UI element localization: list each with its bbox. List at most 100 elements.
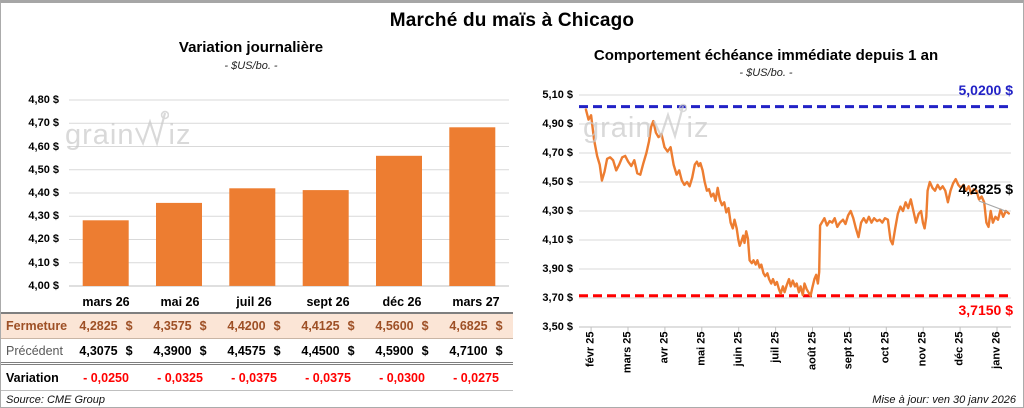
support-value-label: 3,7150 $ xyxy=(958,302,1014,318)
bar-y-tick-label: 4,60 $ xyxy=(28,141,59,153)
cell-currency: $ xyxy=(199,319,207,333)
table-cell-variation: - 0,0375 xyxy=(291,365,365,391)
bar xyxy=(449,127,496,286)
line-chart-title: Comportement échéance immédiate depuis 1… xyxy=(593,47,939,64)
bar xyxy=(376,155,422,286)
leader-line xyxy=(978,200,1008,213)
table-cell-close: 4,4200 $ xyxy=(217,314,291,339)
line-y-tick-label: 4,70 $ xyxy=(542,147,573,159)
table-cell-close: 4,3575 $ xyxy=(143,314,217,339)
line-x-tick-label: nov 25 xyxy=(916,331,929,367)
table-cell-close: 4,2825 $ xyxy=(69,314,143,339)
table-cell-previous: 4,3075 $ xyxy=(69,339,143,365)
line-y-tick-label: 4,50 $ xyxy=(542,176,573,188)
line-x-tick-label: juin 25 xyxy=(732,331,745,367)
cell-value: 4,3575 xyxy=(153,319,192,333)
table-cell-previous: 4,3900 $ xyxy=(143,339,217,365)
table-cell-previous: 4,4500 $ xyxy=(291,339,365,365)
line-y-tick-label: 3,90 $ xyxy=(542,263,573,275)
cell-value: - 0,0325 xyxy=(157,370,203,385)
line-x-tick-label: janv 26 xyxy=(990,331,1003,369)
cell-value: - 0,0375 xyxy=(231,370,277,385)
line-x-tick-label: déc 25 xyxy=(953,331,966,366)
line-x-tick-label: juil 25 xyxy=(769,331,782,363)
bar-y-tick-label: 4,70 $ xyxy=(28,117,59,129)
table-cell-previous: 4,5900 $ xyxy=(365,339,439,365)
table-cell-previous: 4,7100 $ xyxy=(439,339,513,365)
cell-currency: $ xyxy=(347,343,355,358)
bar xyxy=(302,190,349,286)
bar-y-tick-label: 4,10 $ xyxy=(28,257,59,269)
table-cell-close: 4,4125 $ xyxy=(291,314,365,339)
line-y-tick-label: 4,30 $ xyxy=(542,205,573,217)
cell-value: - 0,0250 xyxy=(83,370,129,385)
page-title: Marché du maïs à Chicago xyxy=(389,10,635,31)
table-cell-close: 4,5600 $ xyxy=(365,314,439,339)
line-x-tick-label: mars 25 xyxy=(621,331,634,374)
bar-y-tick-label: 4,50 $ xyxy=(28,164,59,176)
table-cell-previous: 4,4575 $ xyxy=(217,339,291,365)
table-month-header: mai 26 xyxy=(143,291,217,314)
cell-currency: $ xyxy=(495,343,503,358)
bar-y-tick-label: 4,30 $ xyxy=(28,210,59,222)
cell-value: 4,7100 xyxy=(449,343,488,358)
last-price-label: 4,2825 $ xyxy=(958,181,1014,197)
cell-value: 4,3075 xyxy=(79,343,118,358)
cell-value: 4,4500 xyxy=(301,343,340,358)
line-x-tick-label: août 25 xyxy=(806,331,819,371)
table-cell-variation: - 0,0275 xyxy=(439,365,513,391)
line-x-tick-label: févr 25 xyxy=(584,331,597,367)
cell-currency: $ xyxy=(347,319,355,333)
cell-currency: $ xyxy=(421,319,429,333)
cell-currency: $ xyxy=(421,343,429,358)
cell-currency: $ xyxy=(125,343,133,358)
cell-currency: $ xyxy=(273,319,281,333)
table-cell-variation: - 0,0250 xyxy=(69,365,143,391)
bar-chart-subtitle: - $US/bo. - xyxy=(224,60,278,72)
table-month-header: juil 26 xyxy=(217,291,291,314)
cell-value: 4,4575 xyxy=(227,343,266,358)
bar xyxy=(82,220,129,286)
cell-value: - 0,0300 xyxy=(379,370,425,385)
cell-value: 4,5600 xyxy=(375,319,414,333)
cell-currency: $ xyxy=(495,319,503,333)
line-y-tick-label: 4,10 $ xyxy=(542,234,573,246)
cell-value: 4,5900 xyxy=(375,343,414,358)
cell-currency: $ xyxy=(125,319,133,333)
table-cell-variation: - 0,0325 xyxy=(143,365,217,391)
cell-value: - 0,0375 xyxy=(305,370,351,385)
table-corner-cell xyxy=(1,291,69,314)
table-row-label-variation: Variation xyxy=(1,365,69,391)
price-line xyxy=(584,108,1010,298)
cell-value: 4,3900 xyxy=(153,343,192,358)
table-month-header: mars 27 xyxy=(439,291,513,314)
table-cell-variation: - 0,0375 xyxy=(217,365,291,391)
table-month-header: mars 26 xyxy=(69,291,143,314)
bar xyxy=(229,188,276,286)
cell-currency: $ xyxy=(273,343,281,358)
cell-value: 4,2825 xyxy=(79,319,118,333)
table-month-header: sept 26 xyxy=(291,291,365,314)
cell-currency: $ xyxy=(199,343,207,358)
bar-y-tick-label: 4,80 $ xyxy=(28,94,59,106)
table-cell-close: 4,6825 $ xyxy=(439,314,513,339)
updated-note: Mise à jour: ven 30 janv 2026 xyxy=(872,394,1016,406)
line-y-tick-label: 5,10 $ xyxy=(542,89,573,101)
price-table: mars 26 mai 26 juil 26 sept 26 déc 26 mars 27… xyxy=(1,291,513,391)
table-row-label-close: Fermeture xyxy=(1,314,69,339)
bar-chart-plot xyxy=(69,99,509,287)
line-chart-subtitle: - $US/bo. - xyxy=(739,67,793,79)
line-chart-plot xyxy=(579,94,1011,332)
line-x-tick-label: sept 25 xyxy=(842,331,855,370)
table-month-header: déc 26 xyxy=(365,291,439,314)
line-y-tick-label: 3,50 $ xyxy=(542,321,573,333)
cell-value: 4,6825 xyxy=(449,319,488,333)
table-row-label-previous: Précédent xyxy=(1,339,69,365)
bar-y-tick-label: 4,00 $ xyxy=(28,280,59,292)
line-x-tick-label: mai 25 xyxy=(695,331,708,366)
bar-chart-title: Variation journalière xyxy=(178,39,324,56)
line-x-tick-label: oct 25 xyxy=(879,331,892,364)
bar-y-tick-label: 4,20 $ xyxy=(28,233,59,245)
line-y-tick-label: 3,70 $ xyxy=(542,292,573,304)
